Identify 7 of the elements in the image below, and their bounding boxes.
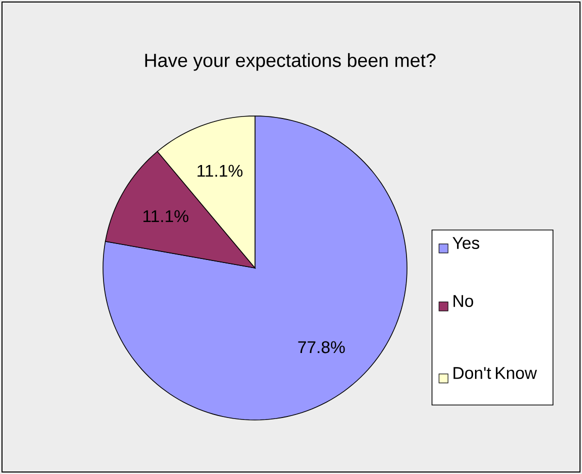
chart-title: Have your expectations been met?	[145, 53, 436, 71]
legend-label: Don't Know	[454, 367, 537, 380]
data-label: 77.8%	[298, 341, 345, 354]
data-label: 11.1%	[143, 210, 188, 222]
legend-label: Yes	[452, 237, 480, 250]
legend-label: No	[454, 295, 474, 308]
data-label: 11.1%	[198, 164, 242, 177]
